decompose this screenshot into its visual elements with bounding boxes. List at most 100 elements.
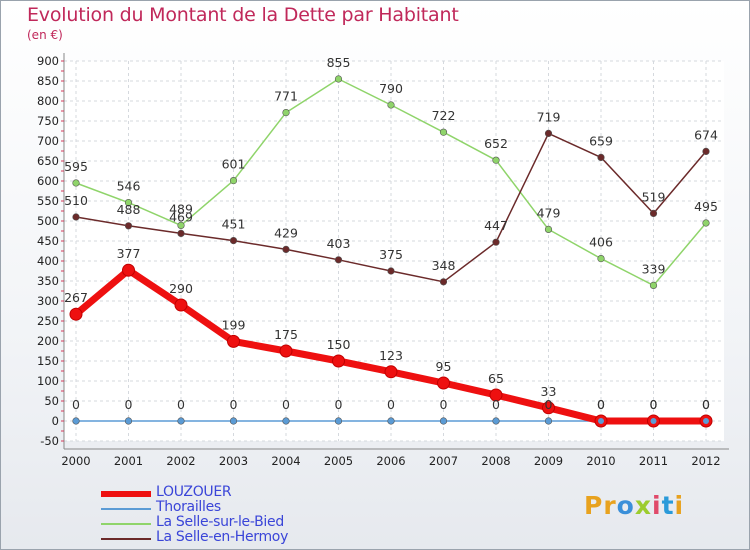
logo-letter: t bbox=[661, 491, 675, 520]
data-label: 375 bbox=[379, 247, 403, 262]
data-label: 0 bbox=[492, 397, 500, 412]
proxiti-logo: Proxiti bbox=[584, 491, 684, 520]
data-point bbox=[439, 128, 448, 136]
x-tick-label: 2006 bbox=[376, 454, 405, 468]
data-point-inner bbox=[598, 418, 604, 424]
data-point bbox=[227, 334, 240, 348]
data-label: 377 bbox=[117, 246, 141, 261]
data-point bbox=[387, 417, 395, 425]
data-point bbox=[282, 108, 290, 117]
data-label: 0 bbox=[387, 397, 395, 412]
data-label: 546 bbox=[117, 179, 141, 194]
data-point bbox=[229, 417, 238, 425]
legend-swatch bbox=[101, 523, 151, 525]
data-label: 0 bbox=[335, 397, 343, 412]
y-tick-label: 650 bbox=[37, 154, 59, 168]
data-label: 674 bbox=[694, 127, 718, 142]
logo-letter: x bbox=[634, 491, 652, 520]
data-point bbox=[177, 229, 185, 237]
data-point-inner bbox=[650, 418, 657, 424]
data-point bbox=[702, 219, 710, 227]
y-tick-label: 700 bbox=[37, 134, 59, 148]
data-label: 722 bbox=[432, 108, 456, 123]
data-label: 290 bbox=[169, 281, 193, 296]
y-tick-label: 450 bbox=[37, 234, 59, 248]
x-tick-label: 2007 bbox=[429, 454, 458, 468]
data-label: 0 bbox=[72, 397, 80, 412]
data-label: 479 bbox=[537, 205, 561, 220]
legend-swatch bbox=[101, 508, 151, 510]
data-label: 348 bbox=[432, 258, 456, 273]
y-tick-label: 0 bbox=[52, 414, 59, 428]
data-point bbox=[282, 245, 290, 253]
data-label: 447 bbox=[484, 218, 508, 233]
x-tick-label: 2000 bbox=[61, 454, 90, 468]
data-label: 0 bbox=[650, 397, 658, 412]
x-tick-label: 2003 bbox=[219, 454, 248, 468]
logo-letter: o bbox=[616, 491, 635, 520]
legend-swatch bbox=[101, 491, 151, 497]
y-tick-label: 250 bbox=[37, 314, 59, 328]
data-label: 0 bbox=[282, 397, 290, 412]
data-point bbox=[544, 417, 553, 425]
data-label: 406 bbox=[589, 235, 613, 250]
data-label: 199 bbox=[222, 317, 246, 332]
y-tick-label: 100 bbox=[37, 374, 59, 388]
data-label: 510 bbox=[64, 193, 88, 208]
legend-label: Thorailles bbox=[156, 499, 221, 515]
data-point bbox=[177, 417, 185, 425]
data-point bbox=[544, 129, 553, 137]
data-point bbox=[332, 354, 345, 368]
data-point bbox=[282, 417, 290, 425]
data-label: 519 bbox=[642, 189, 666, 204]
data-point bbox=[124, 417, 133, 425]
y-tick-label: 750 bbox=[37, 114, 59, 128]
data-label: 790 bbox=[379, 81, 403, 96]
data-label: 601 bbox=[222, 157, 246, 172]
data-point bbox=[387, 267, 395, 275]
data-label: 489 bbox=[169, 201, 193, 216]
logo-letter: P bbox=[584, 491, 604, 520]
data-point-inner bbox=[703, 418, 709, 424]
y-tick-label: 800 bbox=[37, 94, 59, 108]
y-tick-label: 500 bbox=[37, 214, 59, 228]
chart-title: Evolution du Montant de la Dette par Hab… bbox=[27, 4, 459, 26]
data-point bbox=[177, 221, 185, 229]
y-tick-label: 50 bbox=[44, 394, 59, 408]
data-label: 719 bbox=[537, 109, 561, 124]
data-point bbox=[489, 388, 503, 402]
data-label: 488 bbox=[117, 202, 141, 217]
x-tick-label: 2004 bbox=[271, 454, 300, 468]
data-point bbox=[387, 101, 395, 109]
x-tick-label: 2002 bbox=[166, 454, 195, 468]
legend-label: La Selle-sur-le-Bied bbox=[156, 514, 284, 530]
data-label: 855 bbox=[327, 55, 351, 70]
x-tick-label: 2011 bbox=[639, 454, 668, 468]
data-label: 0 bbox=[597, 397, 605, 412]
x-tick-label: 2009 bbox=[534, 454, 563, 468]
data-label: 771 bbox=[274, 89, 298, 104]
data-point bbox=[334, 256, 343, 264]
data-point bbox=[597, 153, 605, 161]
data-label: 595 bbox=[64, 159, 88, 174]
data-label: 0 bbox=[230, 397, 238, 412]
data-label: 403 bbox=[327, 236, 351, 251]
data-point bbox=[649, 281, 658, 290]
data-point bbox=[229, 237, 238, 245]
y-tick-label: -50 bbox=[40, 434, 59, 448]
data-label: 0 bbox=[440, 397, 448, 412]
data-point bbox=[174, 298, 188, 312]
data-label: 0 bbox=[125, 397, 133, 412]
x-tick-label: 2012 bbox=[691, 454, 720, 468]
data-label: 0 bbox=[177, 397, 185, 412]
data-label: 429 bbox=[274, 225, 298, 240]
data-label: 123 bbox=[379, 348, 403, 363]
data-point bbox=[384, 365, 398, 379]
y-tick-label: 550 bbox=[37, 194, 59, 208]
data-point bbox=[492, 417, 500, 425]
data-point bbox=[439, 278, 448, 286]
y-tick-label: 200 bbox=[37, 334, 59, 348]
data-point bbox=[72, 179, 80, 187]
data-point bbox=[124, 222, 133, 230]
